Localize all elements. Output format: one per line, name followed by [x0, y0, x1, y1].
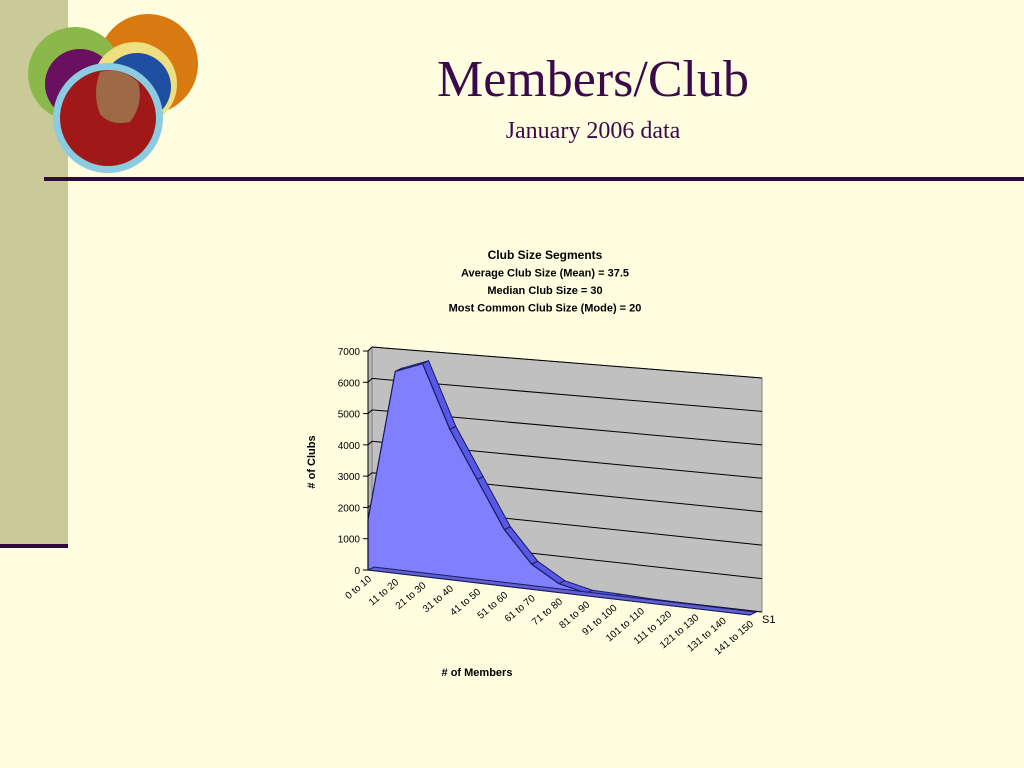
- y-tick-label-3: 3000: [338, 472, 361, 483]
- y-tick-label-0: 0: [354, 566, 360, 577]
- y-tick-label-4: 4000: [338, 441, 361, 452]
- gridline-side-7: [367, 346, 373, 352]
- gridline-side-6: [367, 378, 373, 383]
- area-floor-edge: [366, 566, 758, 616]
- series-label: S1: [762, 614, 775, 626]
- chart-title-block: Club Size Segments Average Club Size (Mea…: [449, 248, 642, 315]
- sidebar-rule: [0, 544, 68, 548]
- chart-title-line-0: Club Size Segments: [488, 248, 603, 262]
- gridline-side-5: [367, 409, 373, 414]
- chart-title-line-1: Average Club Size (Mean) = 37.5: [461, 268, 629, 280]
- slide-title: Members/Club: [437, 51, 749, 108]
- y-tick-label-6: 6000: [338, 378, 361, 389]
- area-series: [366, 359, 758, 616]
- y-tick-label-7: 7000: [338, 347, 361, 358]
- rings-logo-icon: [28, 14, 198, 173]
- gridline-7: [371, 346, 763, 379]
- x-axis-label: # of Members: [442, 667, 513, 679]
- y-tick-label-1: 1000: [338, 535, 361, 546]
- y-tick-label-2: 2000: [338, 503, 361, 514]
- title-rule: [44, 177, 1024, 181]
- chart-title-line-3: Most Common Club Size (Mode) = 20: [449, 303, 642, 315]
- gridline-side-4: [367, 440, 373, 446]
- y-axis-label: # of Clubs: [306, 435, 318, 488]
- y-tick-label-5: 5000: [338, 410, 361, 421]
- chart-title-line-2: Median Club Size = 30: [487, 285, 602, 297]
- y-axis: 0 1000 2000 3000 4000 5000 6000 7000: [338, 347, 369, 577]
- gridline-side-3: [367, 472, 373, 477]
- slide-subtitle: January 2006 data: [505, 118, 681, 144]
